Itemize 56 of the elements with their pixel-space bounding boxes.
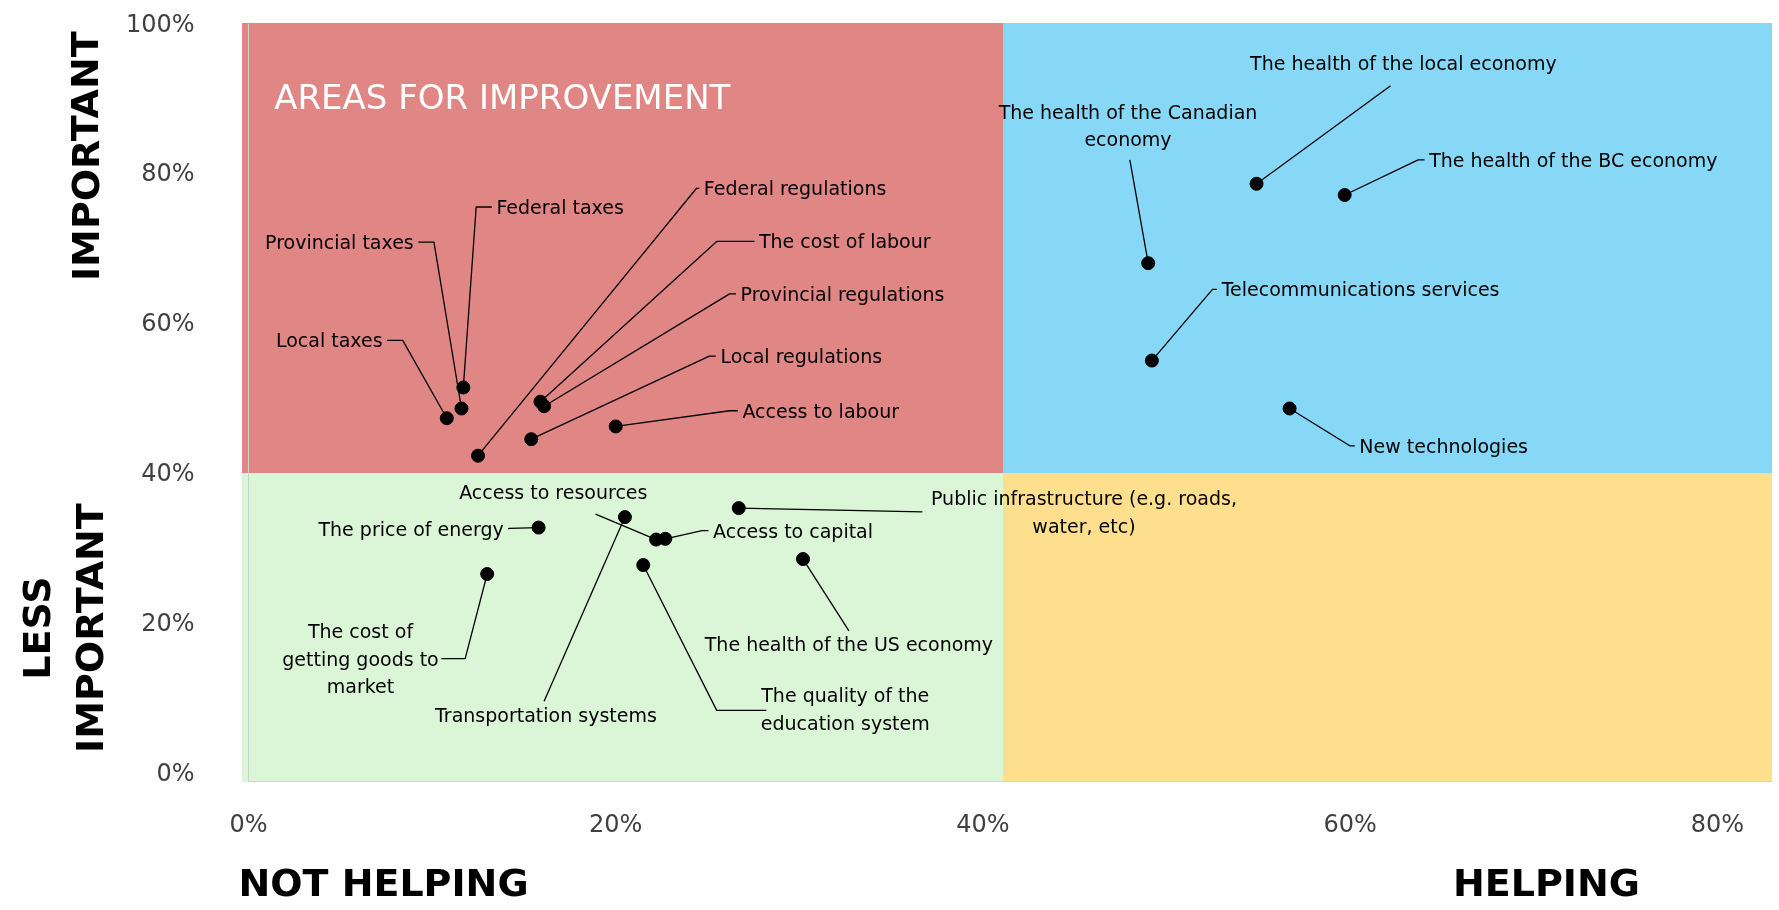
y-tick-label: 0% (156, 758, 195, 787)
annotation: New technologies (1359, 434, 1528, 457)
annotation: Transportation systems (434, 703, 657, 726)
annotation: Provincial taxes (265, 231, 414, 254)
x-tick-label: 40% (956, 809, 1010, 838)
point (524, 432, 539, 447)
point (617, 510, 632, 525)
annotation: Telecommunications services (1220, 278, 1500, 301)
annotation: Access to resources (459, 481, 648, 504)
point (796, 552, 811, 567)
text: IMPORTANT (63, 31, 108, 282)
y-tick-label: 20% (141, 608, 195, 637)
annotation: The health of the local economy (1249, 52, 1557, 75)
annotation: Federal regulations (703, 177, 887, 200)
x-tick-label: 60% (1323, 809, 1377, 838)
annotation: AREAS FOR IMPROVEMENT (274, 76, 731, 117)
x-tick-label: 80% (1690, 809, 1745, 838)
annotation: The health of the BC economy (1428, 148, 1718, 171)
point (439, 411, 454, 426)
annotation: The cost of getting goods to market (282, 620, 439, 698)
point (471, 448, 486, 463)
point (1282, 401, 1297, 416)
annotation: Local regulations (720, 345, 883, 368)
point (1337, 188, 1352, 203)
point (636, 558, 651, 573)
y-tick-label: 40% (141, 458, 195, 487)
annotation: Access to capital (713, 519, 874, 542)
annotation: The health of the US economy (703, 633, 994, 656)
annotation: Access to labour (742, 399, 900, 422)
annotation: Federal taxes (496, 196, 624, 219)
point (531, 520, 546, 535)
point (1141, 256, 1156, 271)
annotation: Local taxes (275, 329, 383, 352)
point (731, 501, 746, 516)
y-tick-label: 60% (141, 309, 195, 338)
point (454, 401, 469, 416)
annotation: The quality of the education system (760, 684, 930, 734)
point (1249, 176, 1264, 191)
annotation: The health of the Canadian economy (997, 100, 1258, 151)
y-tick-label: 100% (125, 9, 195, 38)
x-tick-label: 0% (229, 809, 268, 838)
point (658, 531, 673, 546)
point (608, 419, 623, 434)
text: LESS (15, 576, 60, 680)
annotation: Public infrastructure (e.g. roads, water, etc) (930, 487, 1237, 537)
y-tick-label: 80% (141, 159, 195, 188)
annotation: The cost of labour (757, 230, 931, 253)
annotation: Provincial regulations (740, 282, 945, 305)
text: NOT HELPING (238, 860, 529, 905)
text: HELPING (1453, 860, 1640, 905)
point (537, 399, 552, 414)
point (1144, 353, 1159, 368)
x-tick-label: 20% (589, 809, 643, 838)
point (480, 567, 495, 582)
text: IMPORTANT (67, 503, 112, 753)
annotation: The price of energy (317, 518, 504, 541)
